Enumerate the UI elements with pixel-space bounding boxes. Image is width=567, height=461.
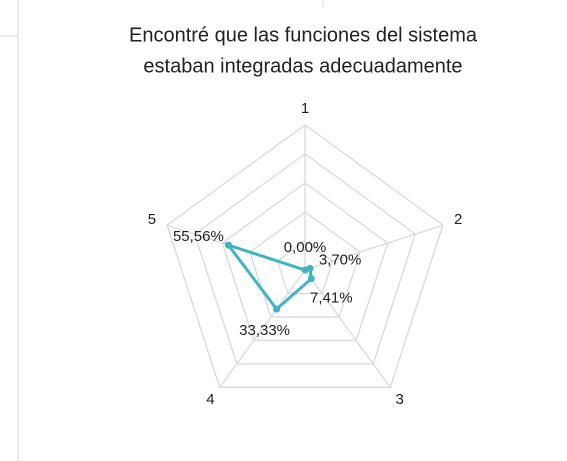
grid-ring <box>166 124 444 388</box>
data-point <box>224 241 232 249</box>
category-label: 5 <box>148 211 156 228</box>
data-label: 55,56% <box>173 228 224 245</box>
category-label: 2 <box>454 211 462 228</box>
category-label: 4 <box>206 391 214 408</box>
chart-title: Encontré que las funciones del sistema <box>129 24 478 46</box>
grid-ring <box>249 211 361 318</box>
data-label: 3,70% <box>319 251 362 268</box>
category-label: 1 <box>301 100 309 117</box>
spoke <box>304 269 391 388</box>
category-label: 3 <box>395 391 403 408</box>
data-point <box>273 305 281 313</box>
data-point <box>306 264 314 272</box>
data-label: 0,00% <box>284 239 327 256</box>
grid-ring <box>193 153 417 365</box>
data-label: 7,41% <box>310 290 353 307</box>
data-label: 33,33% <box>239 322 290 339</box>
grid-ring <box>221 182 389 342</box>
data-point <box>307 275 315 283</box>
spoke <box>219 269 306 388</box>
grid-ring <box>276 240 334 295</box>
chart-title: estaban integradas adecuadamente <box>143 55 462 77</box>
spoke <box>304 224 444 271</box>
